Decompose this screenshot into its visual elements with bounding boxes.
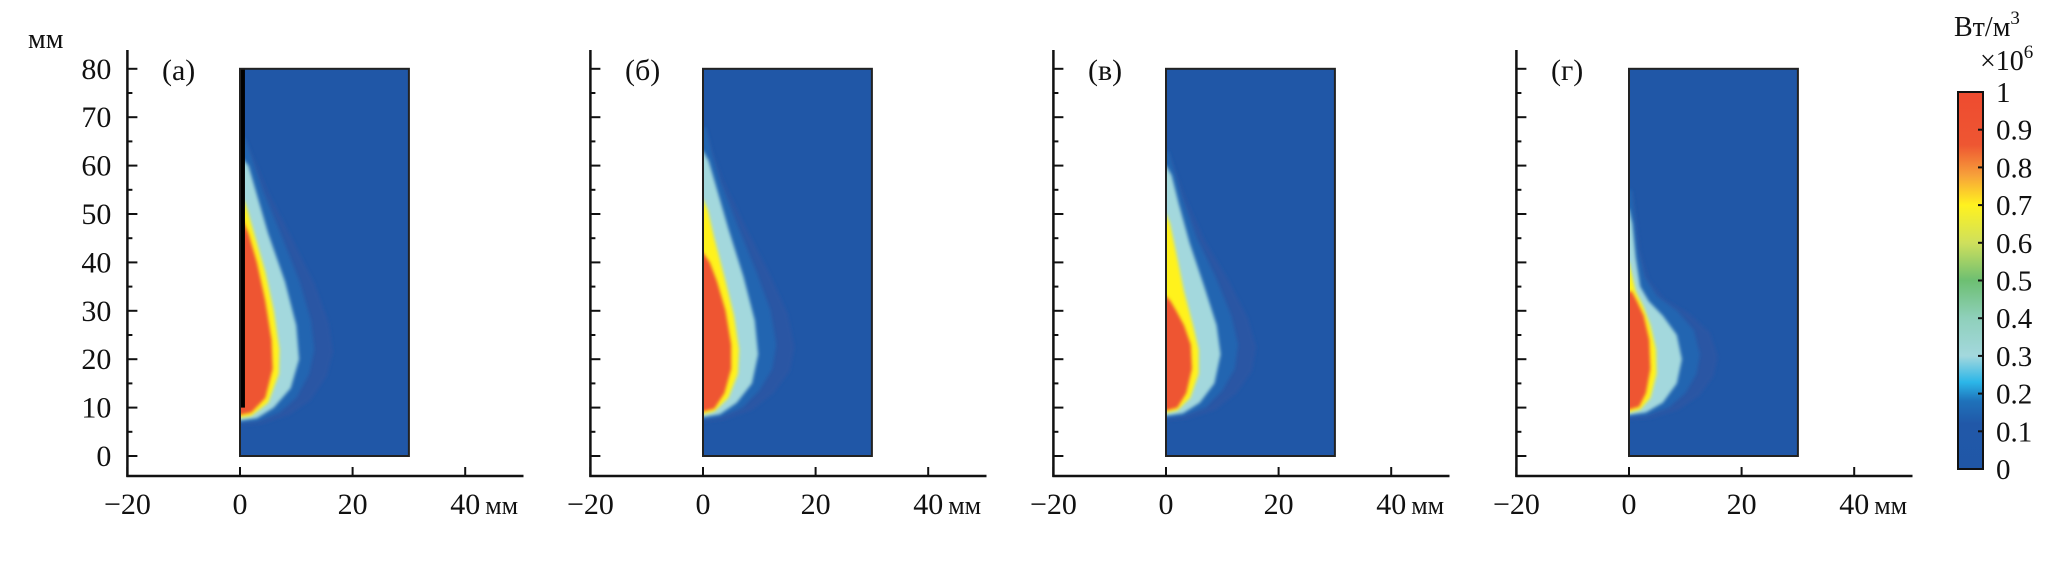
panel-3: −20 0 20 40 мм (в): [1030, 50, 1450, 521]
colorbar-tick-label: 0: [1996, 454, 2011, 486]
colorbar-tick-label: 0.2: [1996, 379, 2032, 411]
y-tick-label: 0: [96, 440, 111, 473]
heatmap-contours: [1166, 151, 1257, 421]
y-tick-label: 40: [81, 246, 111, 279]
colorbar-title-sup: 3: [2010, 8, 2020, 29]
x-unit-label: мм: [1874, 491, 1907, 520]
x-unit-label: мм: [485, 491, 518, 520]
x-unit-label: мм: [948, 491, 981, 520]
x-tick-label: 0: [233, 488, 248, 521]
x-tick-label: 0: [696, 488, 711, 521]
wall-strip: [240, 68, 245, 408]
colorbar-tick-label: 0.5: [1996, 266, 2032, 298]
heatmap-contours: [703, 126, 795, 423]
domain-border: [1165, 67, 1336, 458]
colorbar-tick-label: 1: [1996, 77, 2011, 109]
x-tick-label: −20: [1493, 488, 1540, 521]
x-unit-label: мм: [1411, 491, 1444, 520]
y-unit-label: мм: [28, 24, 64, 55]
panel-label: (а): [162, 54, 195, 87]
heatmap-contours: [1629, 189, 1718, 420]
heatmap-contour-level: [703, 252, 732, 412]
colorbar-tick-label: 0.6: [1996, 228, 2032, 260]
x-tick-label: 40: [1376, 488, 1406, 521]
panel-label: (б): [625, 54, 660, 87]
x-tick-label: −20: [567, 488, 614, 521]
colorbar-tick-label: 0.8: [1996, 152, 2032, 184]
x-tick-label: 0: [1622, 488, 1637, 521]
colorbar-multiplier: ×106: [1980, 42, 2033, 77]
heatmap-contour-level: [1629, 291, 1651, 410]
y-tick-label: 20: [81, 343, 111, 376]
y-tick-label: 80: [81, 53, 111, 86]
panel-label: (г): [1551, 54, 1583, 87]
colorbar: 0 0.1 0.2 0.3 0.4 0.5 0.6 0.7 0.8 0.9 1 Вт/м3×106: [1954, 8, 2033, 486]
x-tick-label: 20: [338, 488, 368, 521]
x-tick-label: 40: [450, 488, 480, 521]
colorbar-tick-label: 0.3: [1996, 341, 2032, 373]
colorbar-tick-label: 0.1: [1996, 416, 2032, 448]
heatmap-contours: [240, 136, 333, 426]
y-tick-label: 70: [81, 101, 111, 134]
x-tick-label: 40: [913, 488, 943, 521]
colorbar-tick-label: 0.7: [1996, 190, 2032, 222]
colorbar-title: Вт/м3: [1954, 8, 2020, 43]
domain-border: [239, 67, 410, 458]
x-tick-label: 20: [1727, 488, 1757, 521]
x-tick-label: 20: [1264, 488, 1294, 521]
panel-4: −20 0 20 40 мм (г): [1493, 50, 1913, 521]
y-tick-label: 50: [81, 198, 111, 231]
heatmap-contour-level: [240, 214, 273, 415]
x-tick-label: 0: [1159, 488, 1174, 521]
domain-border: [1628, 67, 1799, 458]
colorbar-tick-label: 0.9: [1996, 115, 2032, 147]
x-tick-label: −20: [1030, 488, 1077, 521]
y-tick-label: 60: [81, 150, 111, 183]
domain-border: [702, 67, 873, 458]
heatmap-contour-level: [1166, 296, 1192, 411]
y-tick-label: 10: [81, 392, 111, 425]
panel-label: (в): [1088, 54, 1122, 87]
colorbar-tick-label: 0.4: [1996, 303, 2033, 335]
x-tick-label: 40: [1839, 488, 1869, 521]
x-tick-label: −20: [104, 488, 151, 521]
y-tick-label: 30: [81, 295, 111, 328]
panel-2: −20 0 20 40 мм (б): [567, 50, 987, 521]
x-tick-label: 20: [801, 488, 831, 521]
colorbar-multiplier-sup: 6: [2024, 42, 2034, 63]
